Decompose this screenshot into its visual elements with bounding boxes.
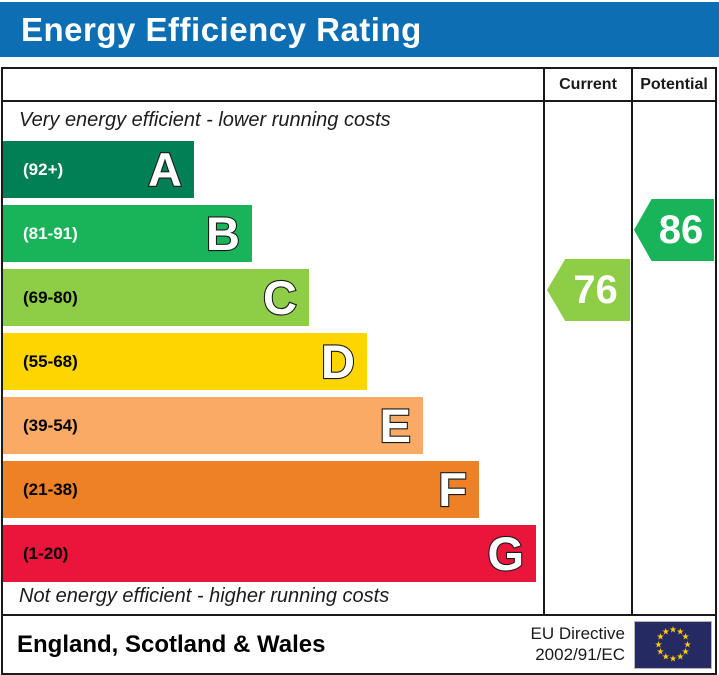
eu-flag-star: ★ <box>681 646 690 657</box>
rating-bands-pane: Very energy efficient - lower running co… <box>3 102 543 614</box>
table-header-row: Current Potential <box>3 69 715 102</box>
eu-flag-icon: ★ ★ ★ ★ ★ ★ ★ ★ ★ ★ ★ ★ <box>634 620 712 669</box>
energy-rating-table: Current Potential Very energy efficient … <box>1 67 717 675</box>
region-label: England, Scotland & Wales <box>17 630 326 658</box>
rating-band-f: (21-38) F <box>3 461 479 518</box>
eu-flag-star: ★ <box>656 646 665 657</box>
potential-column: 86 <box>631 102 715 614</box>
eu-flag-star: ★ <box>668 624 678 635</box>
band-letter: F <box>437 463 468 516</box>
rating-band-g: (1-20) G <box>3 525 536 582</box>
top-note: Very energy efficient - lower running co… <box>19 109 391 131</box>
band-letter: C <box>262 271 298 324</box>
band-letter: D <box>320 335 356 388</box>
eu-flag-star: ★ <box>668 653 678 664</box>
table-footer-row: England, Scotland & Wales EU Directive 2… <box>3 614 715 673</box>
page-title: Energy Efficiency Rating <box>21 10 422 48</box>
band-letter: B <box>205 207 241 260</box>
band-range-label: (69-80) <box>23 287 78 307</box>
bottom-note: Not energy efficient - higher running co… <box>19 585 390 607</box>
current-rating-arrow: 76 <box>547 259 630 321</box>
header-spacer-cell <box>3 69 543 100</box>
eu-flag-star: ★ <box>654 639 663 649</box>
eu-directive-line1: EU Directive <box>530 623 625 643</box>
eu-flag-star: ★ <box>661 626 670 637</box>
band-letter: A <box>147 143 183 196</box>
rating-band-d: (55-68) D <box>3 333 367 390</box>
band-range-label: (1-20) <box>23 543 69 563</box>
eu-flag-star: ★ <box>656 631 665 642</box>
potential-rating-value: 86 <box>658 207 704 252</box>
band-range-label: (21-38) <box>23 479 78 499</box>
eu-directive-line2: 2002/91/EC <box>535 644 625 664</box>
band-range-label: (39-54) <box>23 415 78 435</box>
eu-flag-star: ★ <box>676 651 685 662</box>
band-range-label: (92+) <box>23 159 64 179</box>
eu-flag-star: ★ <box>661 651 670 662</box>
rating-band-b: (81-91) B <box>3 205 252 262</box>
band-letter: E <box>379 399 413 452</box>
band-letter: G <box>486 527 525 580</box>
rating-band-a: (92+) A <box>3 141 194 198</box>
current-rating-value: 76 <box>573 267 618 312</box>
rating-band-e: (39-54) E <box>3 397 423 454</box>
potential-rating-arrow: 86 <box>634 199 714 261</box>
current-column: 76 <box>543 102 631 614</box>
eu-flag-star: ★ <box>676 626 685 637</box>
rating-band-c: (69-80) C <box>3 269 309 326</box>
eu-directive-label: EU Directive 2002/91/EC <box>531 624 625 665</box>
band-range-label: (55-68) <box>23 351 78 371</box>
chart-area: Very energy efficient - lower running co… <box>3 102 715 614</box>
column-header-potential: Potential <box>631 69 715 100</box>
eu-flag-star: ★ <box>683 639 692 649</box>
eu-flag-star: ★ <box>681 631 690 642</box>
band-range-label: (81-91) <box>23 223 78 243</box>
column-header-current: Current <box>543 69 631 100</box>
title-bar: Energy Efficiency Rating <box>0 2 719 57</box>
